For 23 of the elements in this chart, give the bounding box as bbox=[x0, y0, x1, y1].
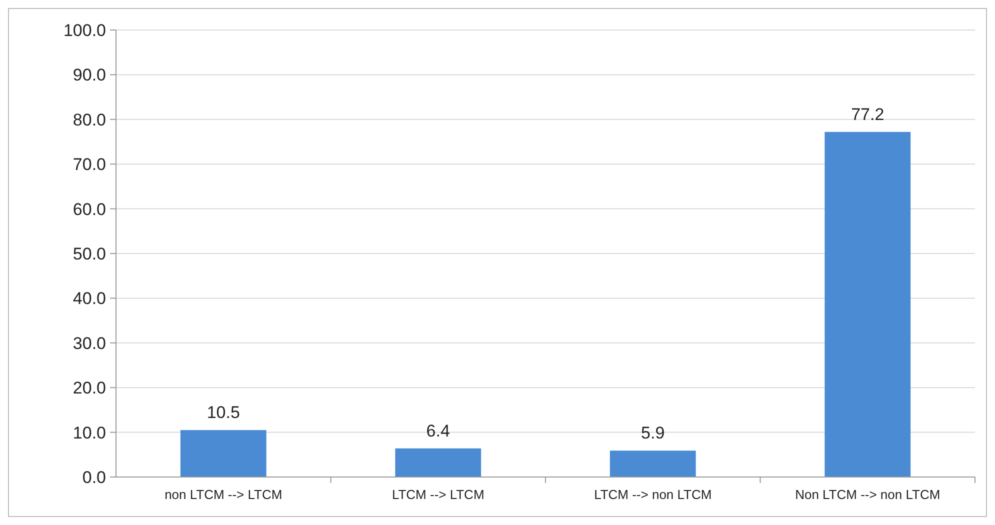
data-label: 10.5 bbox=[206, 403, 240, 422]
bar bbox=[180, 430, 266, 477]
bar bbox=[395, 448, 482, 477]
x-tick-label: non LTCM --> LTCM bbox=[164, 487, 282, 502]
bar bbox=[824, 132, 911, 477]
y-tick-label: 60.0 bbox=[72, 200, 106, 219]
x-tick-label: LTCM --> LTCM bbox=[392, 487, 484, 502]
x-tick-label: Non LTCM --> non LTCM bbox=[795, 487, 940, 502]
bar bbox=[610, 450, 696, 477]
y-tick-label: 10.0 bbox=[72, 423, 106, 442]
y-tick-label: 90.0 bbox=[72, 66, 106, 85]
y-tick-label: 40.0 bbox=[72, 289, 106, 308]
data-label: 6.4 bbox=[426, 421, 450, 440]
y-tick-label: 50.0 bbox=[72, 244, 106, 264]
y-tick-label: 20.0 bbox=[72, 378, 106, 398]
data-label: 5.9 bbox=[641, 424, 665, 443]
y-tick-label: 0.0 bbox=[82, 468, 106, 487]
y-tick-label: 80.0 bbox=[72, 110, 106, 130]
data-label: 77.2 bbox=[851, 104, 884, 124]
y-tick-label: 70.0 bbox=[72, 155, 106, 174]
y-tick-label: 30.0 bbox=[72, 334, 106, 353]
y-tick-label: 100.0 bbox=[63, 20, 106, 40]
x-tick-label: LTCM --> non LTCM bbox=[594, 487, 712, 502]
